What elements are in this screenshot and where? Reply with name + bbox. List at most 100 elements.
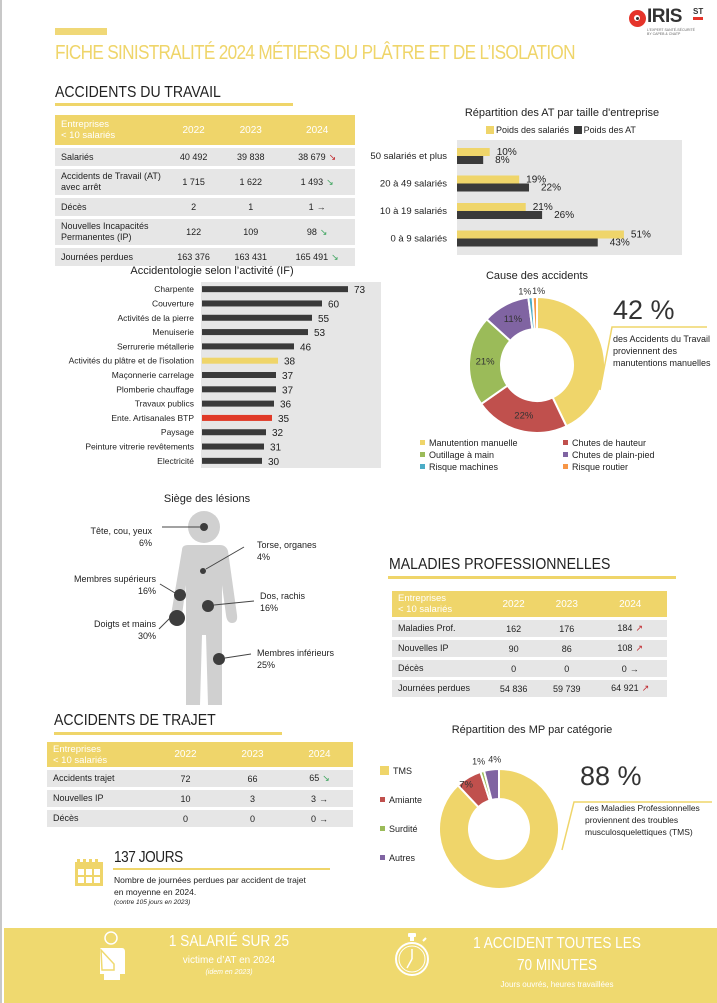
page-title: FICHE SINISTRALITÉ 2024 MÉTIERS DU PLÂTR…	[55, 42, 576, 64]
section-title-trajet: ACCIDENTS DE TRAJET	[54, 712, 216, 729]
lesion-lower-limbs: Membres inférieurs 25%	[257, 647, 334, 671]
data-label: 38	[284, 357, 296, 368]
cell-2024: 3 →	[286, 790, 353, 807]
cell-value: 108	[617, 643, 633, 653]
lesion-back: Dos, rachis 16%	[260, 590, 305, 614]
trend-arrow-icon: →	[319, 793, 328, 804]
table-row: Nouvelles IP 90 86 108 ↗	[392, 640, 667, 657]
data-label: 31	[270, 443, 282, 454]
lesion-name: Tête, cou, yeux	[90, 526, 152, 536]
legend-label: Chutes de hauteur	[572, 438, 647, 448]
data-label: 73	[354, 285, 366, 296]
legend-swatch	[563, 464, 568, 469]
data-label: 51%	[631, 230, 651, 241]
cell-2024: 1 493 ↘	[279, 169, 355, 195]
legend-item: Amiante	[380, 795, 422, 805]
bar-salaries	[457, 148, 490, 156]
lesion-name: Dos, rachis	[260, 591, 306, 601]
logo-suffix: ST	[693, 8, 704, 20]
legend-item: Risque machines	[420, 462, 498, 472]
category-label: 20 à 49 salariés	[380, 179, 447, 190]
cell-2024: 98 ↘	[279, 219, 355, 245]
bar-at	[457, 211, 543, 219]
table-header-2024: 2024	[286, 742, 353, 767]
cell-2023: 66	[219, 770, 286, 787]
mp-callout-value: 88 %	[580, 761, 642, 791]
legend-label: Risque machines	[429, 462, 499, 472]
header-line: Entreprises	[398, 593, 447, 604]
legend-item: Chutes de hauteur	[563, 438, 646, 448]
row-label: Maladies Prof.	[392, 620, 487, 637]
row-label-line: Nouvelles IP	[53, 793, 104, 803]
stopwatch-icon	[395, 933, 429, 976]
cell-value: 38 679	[298, 151, 326, 162]
slice-label: 4%	[488, 755, 501, 765]
legend-label: Risque routier	[572, 462, 629, 472]
header-line: < 10 salariés	[61, 130, 116, 141]
legend-label: Autres	[389, 853, 416, 863]
cause-callout-text: des Accidents du Travail proviennent des…	[613, 334, 711, 368]
lesion-pct: 16%	[137, 586, 156, 596]
lesion-pct: 25%	[257, 660, 276, 670]
cell-2023: 0	[219, 810, 286, 827]
trend-arrow-icon: ↗	[641, 683, 650, 693]
table-header-2024: 2024	[279, 115, 355, 145]
table-row: Nouvelles Incapacités Permanentes (IP) 122…	[55, 219, 355, 245]
lesion-pct: 16%	[260, 603, 279, 613]
cell-2022: 40 492	[165, 148, 223, 166]
cell-2022: 0	[487, 660, 541, 677]
cell-2024: 1 →	[279, 198, 355, 216]
lesion-pct: 6%	[138, 538, 152, 548]
legend-label: Chutes de plain-pied	[572, 450, 655, 460]
row-label: Accidents trajet	[47, 770, 152, 787]
cell-2024: 165 491 ↘	[279, 248, 355, 266]
data-label: 46	[300, 342, 312, 353]
data-label: 55	[318, 314, 330, 325]
row-label-line: Décès	[398, 663, 424, 673]
chart-title-mp: Répartition des MP par catégorie	[451, 724, 613, 736]
accidents-travail-table-wrap: Entreprises < 10 salariés 2022 2023 2024…	[55, 112, 355, 269]
footer-right-sub: Jours ouvrés, heures travaillées	[500, 980, 614, 989]
legend-item: Autres	[380, 853, 415, 863]
cell-value: 65	[309, 773, 320, 783]
cell-2022: 162	[487, 620, 541, 637]
chart-title-cause-accidents: Cause des accidents	[485, 270, 589, 282]
cell-2023: 176	[540, 620, 594, 637]
bar	[202, 414, 272, 421]
section-title-maladies: MALADIES PROFESSIONNELLES	[389, 556, 611, 573]
bar-salaries	[457, 203, 526, 211]
marker-torso	[200, 568, 206, 574]
table-row: Décès 0 0 0 →	[392, 660, 667, 677]
logo-eye-icon	[629, 10, 646, 27]
legend-label: Amiante	[389, 795, 423, 805]
trend-arrow-icon: ↘	[331, 251, 339, 262]
data-label: 37	[282, 385, 294, 396]
table-row: Décès 0 0 0 →	[47, 810, 353, 827]
legend-item: Chutes de plain-pied	[563, 450, 655, 460]
cell-value: 1	[308, 202, 314, 212]
slice-autres	[482, 767, 500, 802]
legend-item: Outillage à main	[420, 450, 494, 460]
lesion-name: Torse, organes	[257, 540, 317, 550]
slice-label: 1%	[518, 286, 531, 296]
row-label: Décès	[392, 660, 487, 677]
table-row: Accidents de Travail (AT) avec arrêt 1 715…	[55, 169, 355, 195]
trend-arrow-icon: ↘	[319, 226, 328, 237]
maladies-table-wrap: Entreprises < 10 salariés 2022 2023 2024…	[392, 588, 667, 700]
cell-value: 165 491	[295, 251, 329, 262]
cell-2023: 59 739	[540, 680, 594, 697]
section-underline	[54, 732, 282, 735]
bar	[202, 300, 322, 307]
calendar-icon	[75, 859, 103, 886]
title-accent-bar	[55, 28, 107, 35]
chart-title-repartition-at: Répartition des AT par taille d'entrepri…	[464, 107, 660, 119]
bar	[202, 343, 294, 350]
slice-label: 22%	[514, 410, 534, 421]
lesion-pct: 30%	[137, 631, 156, 641]
cell-2024: 38 679 ↘	[279, 148, 355, 166]
data-label: 19%	[526, 175, 546, 186]
cell-2023: 0	[540, 660, 594, 677]
table-header-2023: 2023	[222, 115, 280, 145]
cell-2022: 54 836	[487, 680, 541, 697]
cell-2023: 3	[219, 790, 286, 807]
